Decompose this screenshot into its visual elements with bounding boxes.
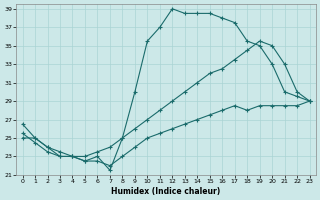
X-axis label: Humidex (Indice chaleur): Humidex (Indice chaleur): [111, 187, 221, 196]
